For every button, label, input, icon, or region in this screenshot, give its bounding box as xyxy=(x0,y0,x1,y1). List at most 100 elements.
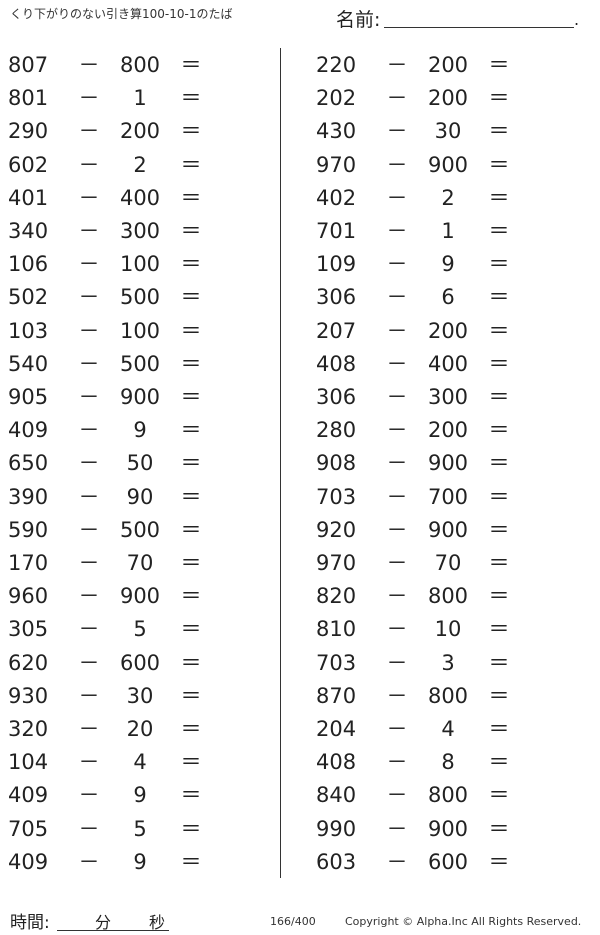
minus-sign: － xyxy=(78,617,100,642)
worksheet-title: くり下がりのない引き算100-10-1のたば xyxy=(10,7,233,21)
subtrahend: 800 xyxy=(427,783,469,808)
equals-sign: ＝ xyxy=(180,816,202,841)
minuend: 409 xyxy=(8,783,49,808)
minus-sign: － xyxy=(386,318,408,343)
equals-sign: ＝ xyxy=(180,385,202,409)
minuend: 801 xyxy=(8,86,49,111)
subtrahend: 300 xyxy=(427,385,469,409)
subtrahend: 5 xyxy=(133,617,147,642)
equals-sign: ＝ xyxy=(488,119,510,144)
equals-sign: ＝ xyxy=(180,119,202,144)
minuend: 703 xyxy=(316,484,357,509)
equals-sign: ＝ xyxy=(488,584,510,609)
minus-sign: － xyxy=(386,451,408,476)
equals-sign: ＝ xyxy=(180,849,202,874)
minus-sign: － xyxy=(386,53,408,77)
subtrahend: 900 xyxy=(119,385,161,409)
subtrahend: 800 xyxy=(119,53,161,77)
subtrahend: 6 xyxy=(441,285,455,310)
minus-sign: － xyxy=(78,584,100,609)
minuend: 204 xyxy=(316,717,357,741)
equals-sign: ＝ xyxy=(488,451,510,476)
equals-sign: ＝ xyxy=(180,484,202,509)
subtrahend: 9 xyxy=(133,849,147,874)
equals-sign: ＝ xyxy=(488,152,510,177)
subtrahend: 100 xyxy=(119,318,161,343)
equals-sign: ＝ xyxy=(488,650,510,675)
subtrahend: 600 xyxy=(427,849,469,874)
minus-sign: － xyxy=(386,617,408,642)
minuend: 807 xyxy=(8,53,49,77)
minuend: 402 xyxy=(316,185,357,210)
equals-sign: ＝ xyxy=(488,351,510,376)
minuend: 960 xyxy=(8,584,49,609)
subtrahend: 200 xyxy=(427,318,469,343)
equals-sign: ＝ xyxy=(180,285,202,310)
subtrahend: 400 xyxy=(119,185,161,210)
equals-sign: ＝ xyxy=(488,185,510,210)
minus-sign: － xyxy=(78,816,100,841)
minus-sign: － xyxy=(78,717,100,741)
subtrahend: 4 xyxy=(441,717,455,741)
minuend: 220 xyxy=(316,53,357,77)
minus-sign: － xyxy=(78,783,100,808)
minuend: 650 xyxy=(8,451,49,476)
subtrahend: 3 xyxy=(441,650,455,675)
subtrahend: 200 xyxy=(427,418,469,443)
minuend: 409 xyxy=(8,849,49,874)
equals-sign: ＝ xyxy=(488,750,510,775)
subtrahend: 5 xyxy=(133,816,147,841)
equals-sign: ＝ xyxy=(488,816,510,841)
minus-sign: － xyxy=(386,252,408,277)
minuend: 430 xyxy=(316,119,357,144)
minus-sign: － xyxy=(386,152,408,177)
equals-sign: ＝ xyxy=(488,318,510,343)
subtrahend: 70 xyxy=(126,551,154,575)
name-label: 名前: xyxy=(336,9,381,31)
equals-sign: ＝ xyxy=(488,252,510,277)
minuend: 207 xyxy=(316,318,357,343)
page-number: 166/400 xyxy=(270,915,316,928)
minus-sign: － xyxy=(386,219,408,243)
minuend: 170 xyxy=(8,551,49,575)
minus-sign: － xyxy=(78,683,100,708)
minuend: 540 xyxy=(8,351,49,376)
minuend: 820 xyxy=(316,584,357,609)
subtrahend: 300 xyxy=(119,219,161,243)
subtrahend: 900 xyxy=(427,451,469,476)
minus-sign: － xyxy=(78,285,100,310)
minuend: 408 xyxy=(316,750,357,775)
minus-sign: － xyxy=(78,119,100,144)
minus-sign: － xyxy=(386,683,408,708)
subtrahend: 900 xyxy=(119,584,161,609)
minuend: 109 xyxy=(316,252,357,277)
subtrahend: 800 xyxy=(427,584,469,609)
minuend: 104 xyxy=(8,750,49,775)
equals-sign: ＝ xyxy=(488,517,510,542)
minus-sign: － xyxy=(78,551,100,575)
subtrahend: 700 xyxy=(427,484,469,509)
subtrahend: 900 xyxy=(427,517,469,542)
column-divider xyxy=(280,48,281,878)
subtrahend: 4 xyxy=(133,750,147,775)
equals-sign: ＝ xyxy=(488,285,510,310)
minus-sign: － xyxy=(78,185,100,210)
subtrahend: 9 xyxy=(133,418,147,443)
equals-sign: ＝ xyxy=(488,53,510,77)
minus-sign: － xyxy=(386,551,408,575)
minus-sign: － xyxy=(386,517,408,542)
minuend: 703 xyxy=(316,650,357,675)
minuend: 320 xyxy=(8,717,49,741)
name-field-line xyxy=(384,27,574,28)
subtrahend: 900 xyxy=(427,152,469,177)
equals-sign: ＝ xyxy=(180,517,202,542)
minuend: 202 xyxy=(316,86,357,111)
minuend: 590 xyxy=(8,517,49,542)
minus-sign: － xyxy=(78,650,100,675)
minuend: 970 xyxy=(316,152,357,177)
time-field-line xyxy=(57,930,169,931)
minus-sign: － xyxy=(386,351,408,376)
equals-sign: ＝ xyxy=(488,617,510,642)
subtrahend: 1 xyxy=(133,86,147,111)
minuend: 602 xyxy=(8,152,49,177)
